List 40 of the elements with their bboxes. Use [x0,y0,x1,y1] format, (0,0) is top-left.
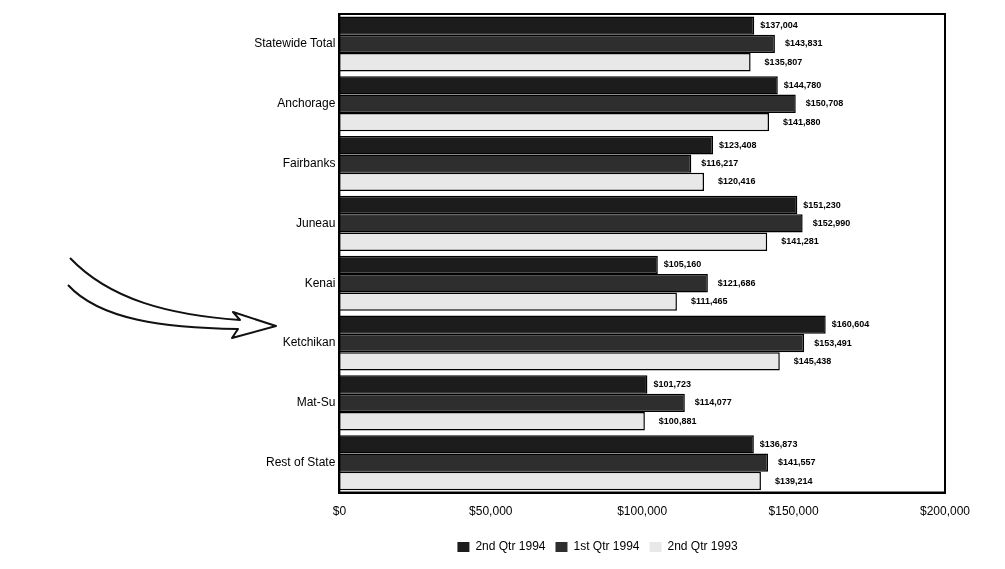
y-tick-label: Kenai [304,275,336,290]
x-tick-label: $100,000 [617,504,668,519]
y-tick-label: Anchorage [277,96,336,111]
data-label: $111,465 [690,296,728,307]
data-label: $151,230 [803,199,841,210]
data-label: $105,160 [663,259,702,270]
y-tick-label: Fairbanks [282,155,336,170]
y-tick-label: Rest of State [266,455,336,469]
data-label: $150,708 [805,98,844,109]
data-label: $139,214 [774,475,813,486]
data-label: $101,723 [653,379,691,389]
data-label: $137,004 [760,20,798,31]
legend-label: 2nd Qtr 1993 [667,539,738,554]
y-tick-label: Ketchikan [282,335,336,350]
y-tick-label: Juneau [296,215,336,230]
data-label: $141,880 [783,116,821,127]
data-label: $153,491 [814,337,852,348]
data-label: $143,831 [784,38,823,49]
data-label: $141,557 [778,457,816,468]
data-label: $116,217 [701,158,739,169]
legend-label: 1st Qtr 1994 [573,539,640,554]
data-label: $100,881 [658,415,697,426]
data-label: $136,873 [759,438,798,449]
data-label: $144,780 [783,79,822,90]
data-label: $121,686 [717,277,756,288]
data-label: $135,807 [764,56,803,67]
data-label: $123,408 [719,139,757,150]
data-label: $114,077 [694,397,732,408]
data-label: $120,416 [718,176,756,187]
data-label: $145,438 [793,355,832,366]
x-tick-label: $150,000 [768,504,819,519]
y-tick-label: Mat-Su [296,395,336,410]
data-label: $141,281 [781,236,819,247]
x-tick-label: $200,000 [919,504,971,519]
legend-label: 2nd Qtr 1994 [475,539,546,554]
data-label: $160,604 [831,319,870,330]
y-tick-label: Statewide Total [254,36,336,51]
data-label: $152,990 [812,217,851,228]
x-tick-label: $50,000 [469,504,513,519]
x-tick-label: $0 [332,504,347,519]
